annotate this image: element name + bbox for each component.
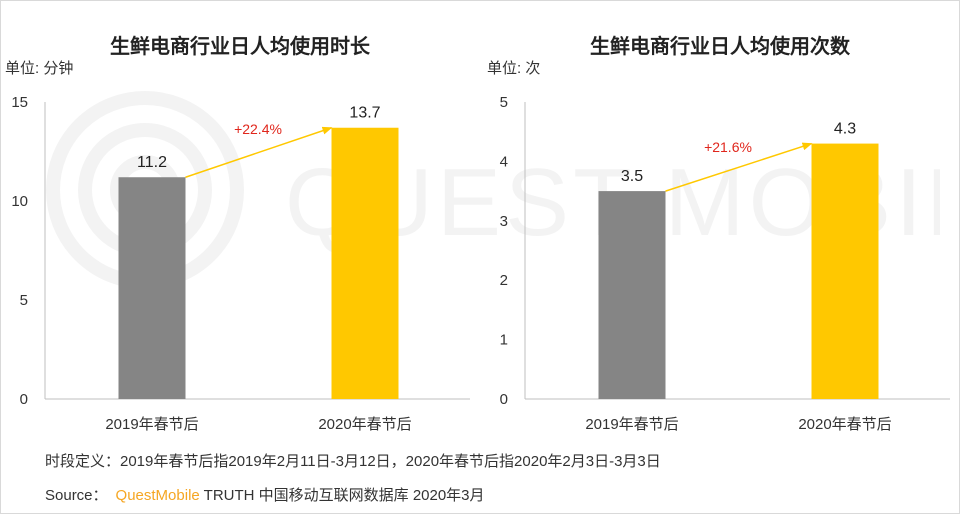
- y-tick-label: 0: [500, 391, 508, 408]
- x-tick-label: 2020年春节后: [798, 416, 891, 433]
- bar-value-label: 13.7: [349, 105, 380, 122]
- y-tick-label: 2: [500, 272, 508, 289]
- y-tick-label: 3: [500, 213, 508, 230]
- bar-value-label: 11.2: [137, 154, 167, 171]
- bar: [118, 177, 186, 399]
- source-brand: QuestMobile: [115, 487, 200, 504]
- x-tick-label: 2020年春节后: [318, 416, 411, 433]
- bar-value-label: 4.3: [834, 121, 856, 138]
- chart-title: 生鲜电商行业日人均使用次数: [590, 34, 851, 58]
- y-axis-unit-label: 单位: 次: [487, 60, 540, 77]
- y-tick-label: 15: [11, 94, 28, 111]
- source-line: Source： QuestMobile TRUTH 中国移动互联网数据库 2020…: [45, 484, 485, 505]
- y-tick-label: 0: [20, 391, 28, 408]
- growth-arrow: [185, 126, 333, 178]
- y-tick-label: 4: [500, 153, 508, 170]
- bar: [811, 143, 879, 399]
- bar: [331, 127, 399, 400]
- growth-annotation: +21.6%: [704, 139, 752, 155]
- source-text: TRUTH 中国移动互联网数据库 2020年3月: [203, 487, 485, 504]
- y-tick-label: 1: [500, 332, 508, 349]
- bar: [598, 191, 666, 399]
- y-axis-unit-label: 单位: 分钟: [5, 60, 73, 77]
- source-label: Source：: [45, 487, 108, 504]
- y-tick-label: 5: [20, 292, 28, 309]
- x-tick-label: 2019年春节后: [105, 416, 198, 433]
- y-tick-label: 10: [11, 193, 28, 210]
- growth-annotation: +22.4%: [234, 121, 282, 137]
- chart-title: 生鲜电商行业日人均使用时长: [110, 34, 371, 58]
- bar-value-label: 3.5: [621, 168, 643, 185]
- growth-arrow: [665, 142, 813, 192]
- x-tick-label: 2019年春节后: [585, 416, 678, 433]
- y-tick-label: 5: [500, 94, 508, 111]
- footnote: 时段定义：2019年春节后指2019年2月11日-3月12日，2020年春节后指…: [45, 453, 661, 470]
